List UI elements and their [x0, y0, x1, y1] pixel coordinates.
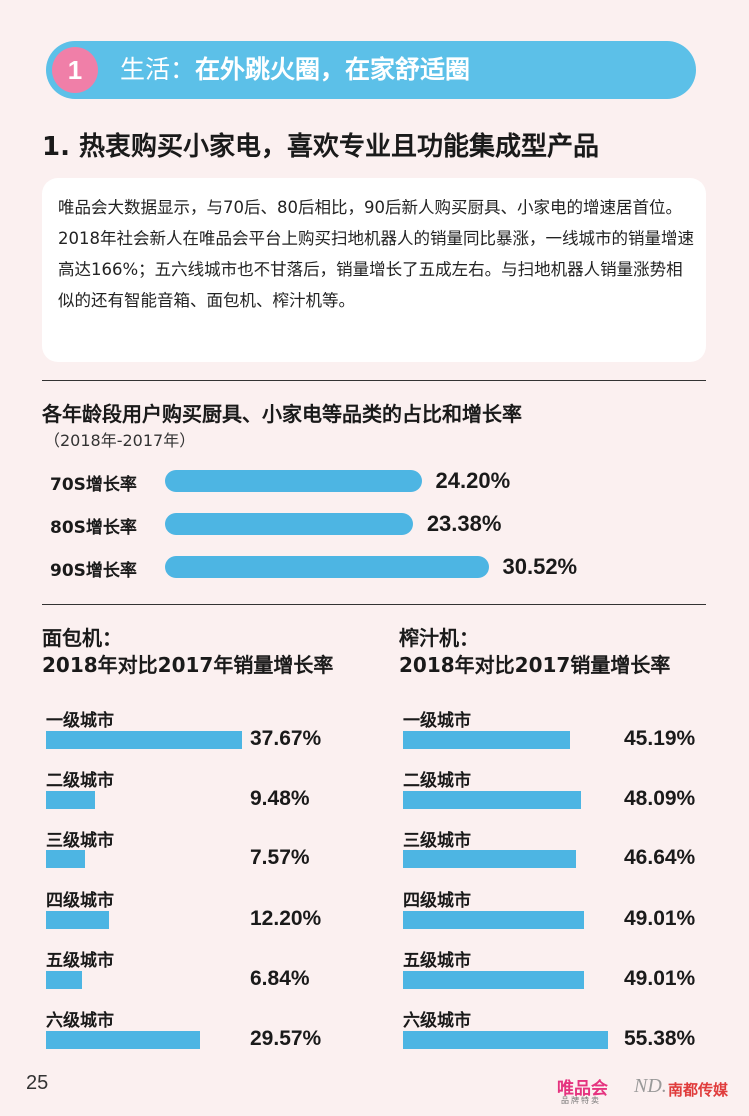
bread-maker-title-line1: 面包机：: [42, 626, 122, 650]
city-tier-label: 五级城市: [403, 951, 471, 971]
city-tier-label: 一级城市: [46, 711, 114, 731]
city-tier-value-label: 49.01%: [624, 907, 696, 930]
section-number-badge: 1: [52, 47, 98, 93]
city-tier-value-label: 48.09%: [624, 787, 696, 810]
city-tier-bar: [46, 1031, 200, 1049]
section-banner: [46, 41, 696, 99]
juicer-title-line2: 2018年对比2017销量增长率: [399, 653, 671, 677]
bread-maker-title-line2: 2018年对比2017年销量增长率: [42, 653, 334, 677]
juicer-title-line1: 榨汁机：: [399, 626, 479, 650]
age-category-label: 70S增长率: [50, 475, 137, 495]
city-tier-bar: [46, 971, 82, 989]
city-tier-label: 二级城市: [403, 771, 471, 791]
bread-maker-chart-title: 面包机： 2018年对比2017年销量增长率: [42, 625, 333, 679]
age-bar: [165, 556, 489, 578]
page-heading: 1. 热衷购买小家电，喜欢专业且功能集成型产品: [42, 132, 600, 162]
city-tier-bar: [46, 731, 242, 749]
city-tier-bar: [403, 971, 585, 989]
age-value-label: 24.20%: [435, 468, 511, 493]
age-category-label: 90S增长率: [50, 561, 137, 581]
age-value-label: 30.52%: [502, 554, 578, 579]
age-bar: [165, 513, 413, 535]
intro-box: 唯品会大数据显示，与70后、80后相比，90后新人购买厨具、小家电的增速居首位。…: [42, 178, 706, 362]
vip-logo: 唯品会: [557, 1079, 608, 1099]
age-chart-subtitle: （2018年-2017年）: [44, 431, 196, 450]
divider-top: [42, 380, 706, 381]
section-title: 在外跳火圈，在家舒适圈: [195, 55, 471, 84]
city-tier-value-label: 49.01%: [624, 967, 696, 990]
age-chart-title: 各年龄段用户购买厨具、小家电等品类的占比和增长率: [42, 402, 522, 426]
city-tier-bar: [46, 911, 110, 929]
section-label: 生活：: [120, 55, 196, 84]
nd-logo-text: 南都传媒: [668, 1081, 729, 1099]
city-tier-bar: [403, 731, 571, 749]
age-category-label: 80S增长率: [50, 518, 137, 538]
city-tier-label: 四级城市: [403, 891, 471, 911]
city-tier-label: 四级城市: [46, 891, 114, 911]
city-tier-value-label: 46.64%: [624, 846, 696, 869]
city-tier-label: 三级城市: [46, 831, 114, 851]
city-tier-value-label: 12.20%: [250, 907, 322, 930]
city-tier-value-label: 45.19%: [624, 727, 696, 750]
city-tier-value-label: 55.38%: [624, 1027, 696, 1050]
age-bar: [165, 470, 422, 492]
city-tier-label: 六级城市: [46, 1011, 114, 1031]
city-tier-bar: [403, 911, 585, 929]
city-tier-bar: [403, 791, 581, 809]
intro-text: 唯品会大数据显示，与70后、80后相比，90后新人购买厨具、小家电的增速居首位。…: [58, 198, 694, 310]
city-tier-label: 五级城市: [46, 951, 114, 971]
city-tier-value-label: 37.67%: [250, 727, 322, 750]
vip-logo-tagline: 品牌特卖: [561, 1096, 601, 1105]
city-tier-value-label: 6.84%: [250, 967, 310, 990]
divider-middle: [42, 604, 706, 605]
section-banner-text: 生活：在外跳火圈，在家舒适圈: [120, 52, 470, 88]
juicer-chart-title: 榨汁机： 2018年对比2017销量增长率: [399, 625, 670, 679]
age-value-label: 23.38%: [426, 511, 502, 536]
city-tier-label: 六级城市: [403, 1011, 471, 1031]
city-tier-bar: [46, 791, 96, 809]
city-tier-value-label: 7.57%: [250, 846, 310, 869]
nd-logo-mark: ND.: [634, 1075, 667, 1097]
city-tier-bar: [403, 850, 576, 868]
page-number: 25: [26, 1072, 49, 1094]
city-tier-label: 一级城市: [403, 711, 471, 731]
city-tier-value-label: 9.48%: [250, 787, 310, 810]
city-tier-label: 三级城市: [403, 831, 471, 851]
city-tier-value-label: 29.57%: [250, 1027, 322, 1050]
city-tier-bar: [46, 850, 86, 868]
city-tier-bar: [403, 1031, 608, 1049]
city-tier-label: 二级城市: [46, 771, 114, 791]
